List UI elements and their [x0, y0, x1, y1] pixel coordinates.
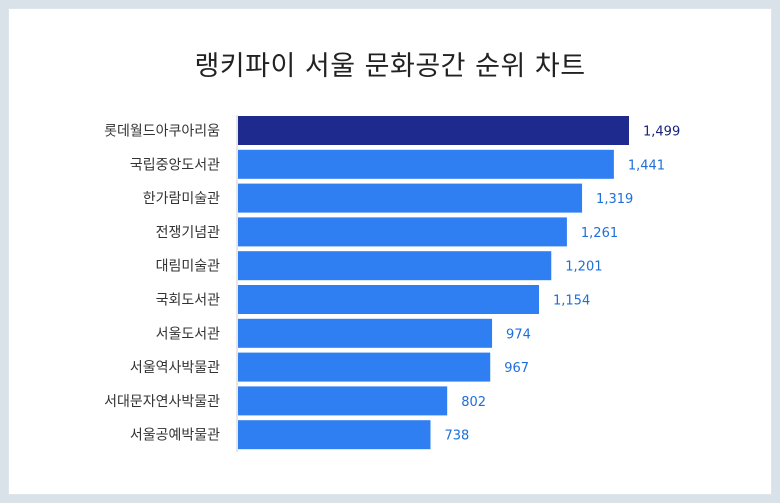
category-label: 국회도서관 — [156, 293, 221, 309]
value-label: 1,201 — [565, 260, 602, 275]
value-label: 802 — [461, 395, 486, 410]
category-label: 서울도서관 — [156, 326, 221, 342]
bar — [238, 386, 448, 416]
category-label: 서울공예박물관 — [130, 428, 220, 444]
category-label: 한가람미술관 — [143, 191, 220, 207]
bar — [238, 149, 614, 179]
value-label: 967 — [504, 361, 529, 376]
bar — [238, 285, 540, 314]
category-label: 서대문자연사박물관 — [104, 394, 220, 410]
value-label: 974 — [506, 327, 531, 342]
bar — [238, 183, 583, 213]
bars-group: 롯데월드아쿠아리움 1,499 국립중앙도서관 1,441 한가람미술관 1,319 전쟁기… — [104, 116, 680, 450]
value-label: 1,441 — [628, 158, 665, 173]
bar — [238, 217, 567, 247]
category-label: 전쟁기념관 — [156, 225, 221, 241]
bar — [238, 420, 431, 450]
category-label: 국립중앙도서관 — [130, 157, 220, 173]
value-label: 1,319 — [596, 192, 633, 207]
value-label: 738 — [445, 429, 470, 444]
value-label: 1,499 — [643, 125, 680, 140]
bar — [238, 318, 493, 348]
value-label: 1,154 — [553, 294, 590, 309]
bar — [238, 352, 491, 382]
chart-title: 랭키파이 서울 문화공간 순위 차트 — [194, 51, 586, 82]
bar — [238, 116, 629, 145]
value-label: 1,261 — [581, 226, 618, 241]
category-label: 서울역사박물관 — [130, 360, 220, 376]
bar — [238, 251, 552, 281]
category-label: 롯데월드아쿠아리움 — [104, 124, 220, 140]
category-label: 대림미술관 — [156, 259, 221, 275]
